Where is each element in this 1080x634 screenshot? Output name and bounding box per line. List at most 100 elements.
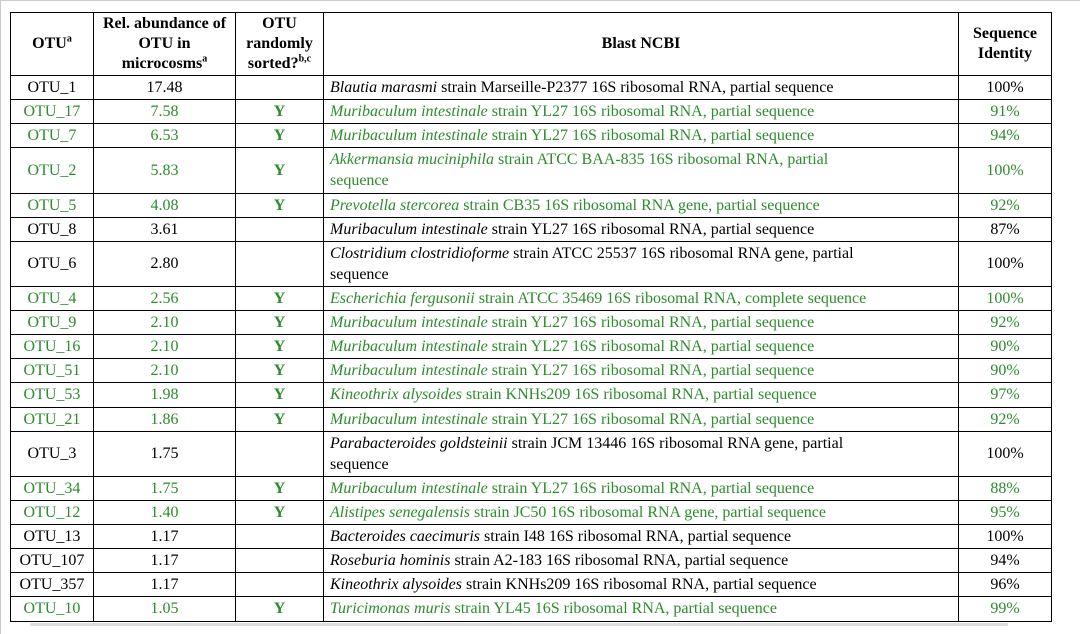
identity-cell: 91% [958, 99, 1052, 125]
identity-cell: 95% [958, 499, 1052, 526]
sorted-cell: Y [235, 310, 324, 336]
abundance-cell: 2.80 [93, 240, 236, 287]
otu-cell: OTU_10 [10, 596, 94, 622]
sorted-cell [235, 524, 324, 550]
sorted-cell: Y [235, 147, 324, 194]
otu-cell: OTU_357 [10, 572, 94, 598]
abundance-cell: 5.83 [93, 147, 236, 194]
sorted-cell [235, 548, 324, 574]
identity-cell: 97% [958, 382, 1052, 408]
table-row: OTU_6 2.80 Clostridium clostridioforme str… [10, 240, 1052, 287]
blast-description: strain JCM 13446 16S ribosomal RNA gene,… [330, 434, 844, 473]
blast-description: strain YL27 16S ribosomal RNA, partial s… [487, 314, 815, 332]
otu-cell: OTU_17 [10, 99, 94, 125]
bottom-edge-artifact [30, 623, 1008, 626]
otu-cell: OTU_4 [10, 285, 94, 312]
identity-cell: 92% [958, 310, 1052, 336]
sorted-cell: Y [235, 406, 324, 432]
blast-description: strain KNHs209 16S ribosomal RNA, partia… [461, 576, 817, 594]
header-rel-abundance: Rel. abundance of OTU in microcosmsa [93, 12, 236, 76]
abundance-cell: 1.05 [93, 596, 236, 622]
header-label: OTU randomly sorted? [246, 15, 313, 72]
otu-cell: OTU_3 [10, 430, 94, 477]
blast-description: strain KNHs209 16S ribosomal RNA, partia… [461, 386, 817, 404]
species-name: Akkermansia muciniphila [330, 151, 494, 169]
species-name: Kineothrix alysoides [330, 576, 462, 594]
abundance-cell: 1.75 [93, 475, 236, 501]
header-label: OTU [32, 35, 67, 52]
species-name: Muribaculum intestinale [330, 220, 488, 238]
species-name: Muribaculum intestinale [330, 338, 488, 356]
otu-cell: OTU_12 [10, 499, 94, 526]
sorted-cell: Y [235, 285, 324, 312]
otu-cell: OTU_8 [10, 216, 94, 242]
abundance-cell: 1.17 [93, 524, 236, 550]
blast-description: strain YL27 16S ribosomal RNA, partial s… [487, 479, 815, 497]
abundance-cell: 1.98 [93, 382, 236, 408]
blast-cell: Alistipes senegalensis strain JC50 16S r… [323, 499, 959, 526]
sorted-cell [235, 74, 324, 101]
identity-cell: 92% [958, 192, 1052, 218]
table-row: OTU_53 1.98 Y Kineothrix alysoides strain K… [10, 382, 1052, 408]
abundance-cell: 1.17 [93, 548, 236, 574]
table-row: OTU_2 5.83 Y Akkermansia muciniphila strain… [10, 147, 1052, 194]
blast-cell: Muribaculum intestinale strain YL27 16S … [323, 334, 959, 360]
header-row: OTUa Rel. abundance of OTU in microcosms… [10, 12, 1052, 76]
abundance-cell: 4.08 [93, 192, 236, 218]
blast-cell: Akkermansia muciniphila strain ATCC BAA-… [323, 147, 959, 194]
table-row: OTU_17 7.58 Y Muribaculum intestinale strai… [10, 99, 1052, 125]
table-row: OTU_4 2.56 Y Escherichia fergusonii strain … [10, 285, 1052, 312]
blast-description: strain ATCC 35469 16S ribosomal RNA, com… [474, 289, 867, 307]
otu-cell: OTU_34 [10, 475, 94, 501]
header-randomly-sorted: OTU randomly sorted?b,c [235, 12, 324, 76]
blast-cell: Clostridium clostridioforme strain ATCC … [323, 240, 959, 287]
header-superscript: a [66, 33, 72, 45]
header-label: Sequence Identity [973, 25, 1037, 62]
blast-cell: Turicimonas muris strain YL45 16S riboso… [323, 596, 959, 622]
blast-description: strain CB35 16S ribosomal RNA gene, part… [459, 196, 820, 214]
table-row: OTU_5 4.08 Y Prevotella stercorea strain CB… [10, 192, 1052, 218]
sorted-cell: Y [235, 334, 324, 360]
species-name: Muribaculum intestinale [330, 103, 488, 121]
otu-cell: OTU_21 [10, 406, 94, 432]
otu-cell: OTU_53 [10, 382, 94, 408]
table-row: OTU_51 2.10 Y Muribaculum intestinale strai… [10, 358, 1052, 384]
identity-cell: 100% [958, 74, 1052, 101]
identity-cell: 92% [958, 406, 1052, 432]
abundance-cell: 2.10 [93, 310, 236, 336]
otu-cell: OTU_1 [10, 74, 94, 101]
blast-description: strain ATCC BAA-835 16S ribosomal RNA, p… [330, 151, 829, 190]
sorted-cell [235, 572, 324, 598]
blast-description: strain YL45 16S ribosomal RNA, partial s… [450, 600, 777, 618]
abundance-cell: 17.48 [93, 74, 236, 101]
identity-cell: 99% [958, 596, 1052, 622]
table-row: OTU_8 3.61 Muribaculum intestinale strain … [10, 216, 1052, 242]
species-name: Kineothrix alysoides [330, 386, 462, 404]
identity-cell: 94% [958, 548, 1052, 574]
blast-cell: Kineothrix alysoides strain KNHs209 16S … [323, 572, 959, 598]
blast-description: strain YL27 16S ribosomal RNA, partial s… [487, 362, 815, 380]
otu-cell: OTU_13 [10, 524, 94, 550]
blast-cell: Kineothrix alysoides strain KNHs209 16S … [323, 382, 959, 408]
table-row: OTU_13 1.17 Bacteroides caecimuris strain … [10, 524, 1052, 550]
species-name: Muribaculum intestinale [330, 362, 488, 380]
header-label: Blast NCBI [601, 35, 681, 52]
otu-cell: OTU_2 [10, 147, 94, 194]
species-name: Alistipes senegalensis [330, 503, 470, 521]
sorted-cell: Y [235, 358, 324, 384]
blast-description: strain Marseille-P2377 16S ribosomal RNA… [437, 79, 834, 96]
sorted-cell: Y [235, 475, 324, 501]
otu-cell: OTU_16 [10, 334, 94, 360]
identity-cell: 94% [958, 123, 1052, 149]
otu-cell: OTU_51 [10, 358, 94, 384]
species-name: Turicimonas muris [330, 600, 451, 618]
blast-description: strain YL27 16S ribosomal RNA, partial s… [487, 127, 815, 145]
header-superscript: a [202, 53, 208, 65]
header-superscript: b,c [298, 53, 312, 65]
species-name: Parabacteroides goldsteinii [330, 434, 508, 452]
sorted-cell: Y [235, 123, 324, 149]
header-sequence-identity: Sequence Identity [958, 12, 1052, 76]
identity-cell: 100% [958, 430, 1052, 477]
table-row: OTU_9 2.10 Y Muribaculum intestinale strain… [10, 310, 1052, 336]
